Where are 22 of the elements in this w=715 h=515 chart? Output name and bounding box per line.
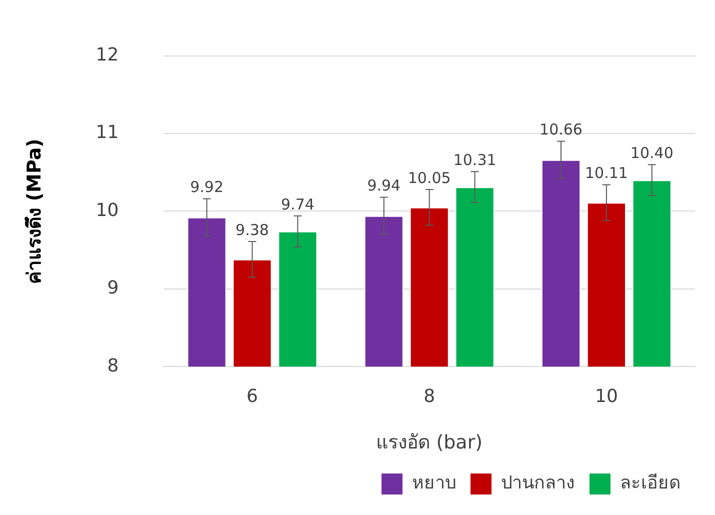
data-label: 9.92	[190, 178, 224, 196]
data-label: 10.05	[408, 168, 451, 187]
data-label: 10.40	[630, 144, 674, 162]
y-tick-label: 10	[96, 200, 119, 221]
legend-label: ละเอียด	[620, 472, 681, 494]
y-tick-label: 12	[96, 44, 119, 66]
data-label: 10.31	[453, 150, 496, 169]
data-label: 10.11	[584, 164, 628, 182]
x-axis-title: แรงอัด (bar)	[376, 432, 483, 454]
legend-label: หยาบ	[412, 472, 456, 494]
data-label: 10.66	[540, 120, 582, 139]
y-axis-title: ค่าแรงดึง (MPa)	[23, 138, 46, 284]
x-tick-label: 8	[424, 386, 436, 408]
x-tick-label: 10	[595, 386, 618, 408]
data-label: 9.94	[367, 176, 401, 195]
x-tick-label: 6	[246, 386, 258, 408]
y-tick-label: 11	[96, 122, 119, 144]
data-label: 9.38	[236, 220, 269, 239]
y-tick-label: 9	[107, 278, 119, 299]
y-tick-label: 8	[107, 355, 119, 376]
legend-label: ปานกลาง	[501, 472, 575, 494]
data-label: 9.74	[281, 195, 314, 214]
